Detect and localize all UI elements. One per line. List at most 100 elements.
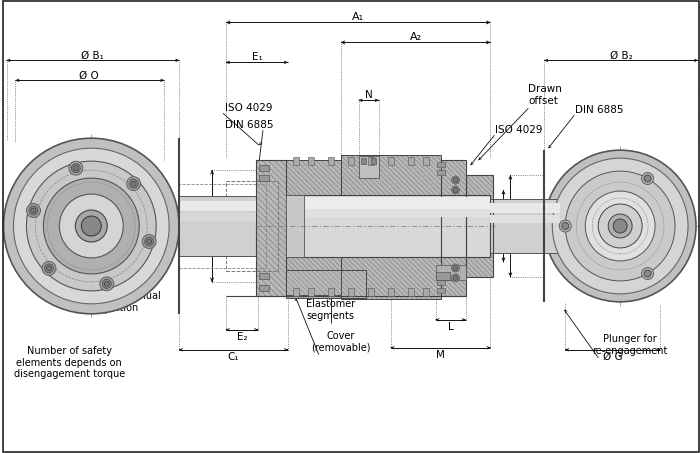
- Text: F7: F7: [210, 212, 218, 217]
- Text: Ø B₂: Ø B₂: [610, 50, 633, 60]
- Bar: [437, 280, 444, 285]
- Circle shape: [60, 194, 123, 258]
- Circle shape: [452, 176, 459, 184]
- Bar: [341, 257, 440, 299]
- Bar: [286, 257, 341, 295]
- Bar: [491, 199, 560, 253]
- Circle shape: [613, 219, 627, 233]
- Bar: [388, 157, 393, 165]
- Circle shape: [642, 173, 654, 184]
- Bar: [437, 288, 444, 293]
- Text: Ø B₁: Ø B₁: [81, 50, 104, 60]
- Bar: [466, 175, 493, 277]
- Circle shape: [76, 210, 107, 242]
- Bar: [286, 195, 304, 257]
- Bar: [407, 288, 414, 296]
- Text: A₂: A₂: [410, 33, 421, 43]
- Circle shape: [29, 206, 38, 215]
- Text: Number of safety
elements depends on
disengagement torque: Number of safety elements depends on dis…: [14, 346, 125, 379]
- Text: K: K: [298, 196, 305, 206]
- Bar: [341, 257, 440, 299]
- Bar: [371, 158, 376, 164]
- Bar: [435, 272, 449, 280]
- Bar: [286, 209, 491, 217]
- Bar: [348, 288, 354, 296]
- Circle shape: [562, 222, 569, 230]
- Circle shape: [608, 214, 632, 238]
- Text: Ø D₂: Ø D₂: [480, 216, 501, 226]
- Bar: [440, 160, 466, 296]
- Bar: [435, 265, 466, 280]
- Text: E₂: E₂: [237, 332, 247, 342]
- Circle shape: [131, 181, 136, 186]
- Bar: [423, 157, 428, 165]
- Circle shape: [130, 179, 138, 188]
- Bar: [407, 157, 414, 165]
- Bar: [491, 215, 560, 223]
- Circle shape: [552, 158, 688, 294]
- Circle shape: [598, 204, 642, 248]
- Bar: [226, 181, 278, 271]
- Text: Ø P: Ø P: [519, 216, 536, 226]
- Circle shape: [4, 138, 179, 314]
- Circle shape: [46, 266, 52, 271]
- Circle shape: [42, 261, 56, 275]
- Bar: [286, 257, 341, 295]
- Circle shape: [74, 166, 78, 171]
- Bar: [437, 170, 444, 175]
- Text: Ø G: Ø G: [603, 352, 623, 361]
- Circle shape: [27, 203, 41, 217]
- Text: F7: F7: [508, 212, 516, 217]
- Bar: [256, 160, 286, 296]
- Text: Cover
(removable): Cover (removable): [311, 331, 370, 352]
- Bar: [348, 157, 354, 165]
- Circle shape: [545, 150, 696, 302]
- Circle shape: [13, 148, 169, 304]
- Bar: [308, 157, 314, 165]
- Bar: [286, 195, 491, 257]
- Bar: [328, 157, 334, 165]
- Text: Ø O: Ø O: [79, 70, 99, 80]
- Bar: [179, 201, 256, 211]
- Bar: [259, 175, 269, 181]
- Circle shape: [644, 270, 651, 277]
- Circle shape: [566, 171, 675, 281]
- Bar: [286, 270, 365, 298]
- Text: C₂: C₂: [391, 206, 402, 216]
- Circle shape: [142, 235, 156, 249]
- Circle shape: [453, 178, 458, 183]
- Bar: [308, 288, 314, 296]
- Bar: [259, 273, 269, 279]
- Text: Bores for manual
rotation: Bores for manual rotation: [78, 291, 161, 313]
- Bar: [179, 184, 266, 268]
- Bar: [423, 288, 428, 296]
- Circle shape: [453, 275, 458, 280]
- Bar: [179, 196, 256, 256]
- Circle shape: [147, 239, 152, 244]
- Bar: [286, 197, 491, 209]
- Bar: [286, 160, 341, 195]
- Bar: [388, 288, 393, 296]
- Circle shape: [127, 177, 141, 191]
- Bar: [293, 157, 299, 165]
- Circle shape: [102, 280, 111, 288]
- Bar: [341, 155, 440, 195]
- Text: A₁: A₁: [351, 12, 364, 23]
- Circle shape: [100, 277, 114, 291]
- Circle shape: [27, 161, 156, 291]
- Circle shape: [453, 188, 458, 193]
- Circle shape: [45, 264, 53, 273]
- Circle shape: [81, 216, 102, 236]
- Text: DIN 6885: DIN 6885: [225, 120, 274, 130]
- Circle shape: [452, 186, 459, 194]
- Bar: [440, 160, 466, 296]
- Circle shape: [644, 175, 651, 182]
- Bar: [179, 213, 256, 221]
- Circle shape: [452, 264, 459, 272]
- Bar: [466, 175, 493, 277]
- Text: C₃: C₃: [391, 236, 402, 246]
- Bar: [259, 285, 269, 291]
- Bar: [368, 288, 374, 296]
- Bar: [368, 157, 374, 165]
- Circle shape: [31, 208, 36, 213]
